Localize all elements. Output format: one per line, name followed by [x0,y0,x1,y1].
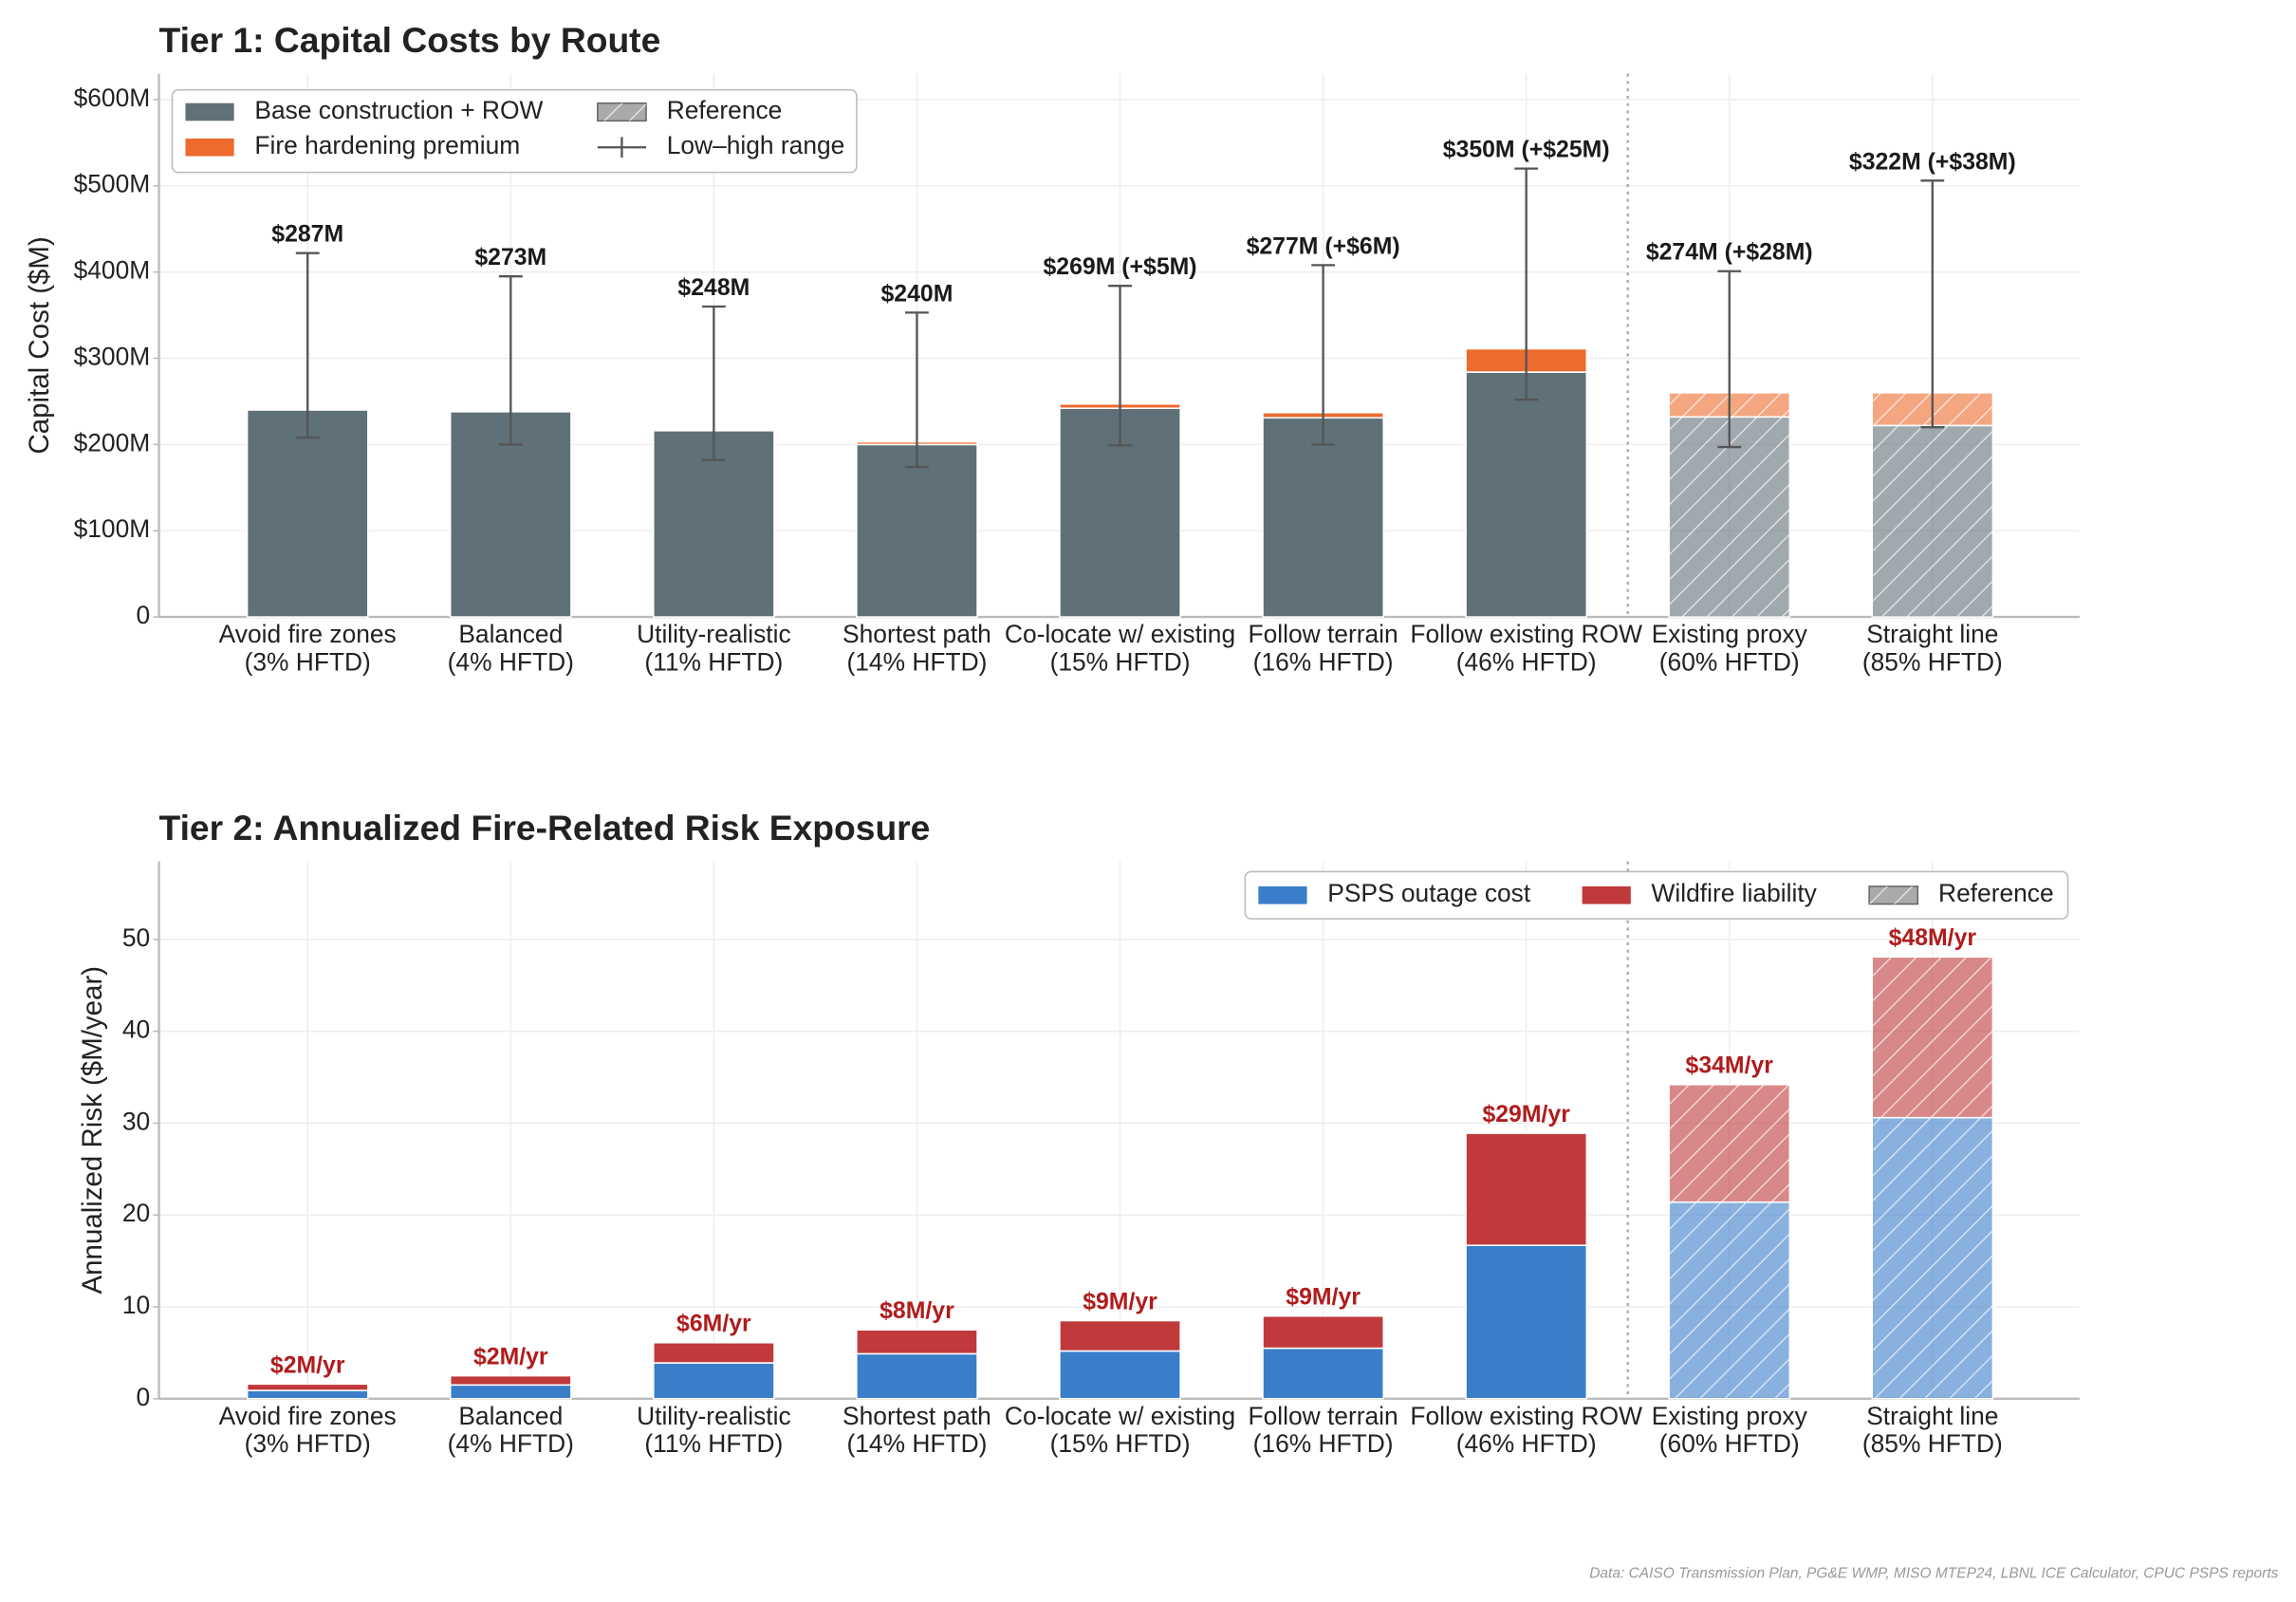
bar [856,1352,978,1400]
x-tick-label: Follow existing ROW (46% HFTD) [1410,1402,1642,1458]
total-label: $277M (+$6M) [1247,233,1400,259]
legend-label: Base construction + ROW [254,96,543,124]
legend-swatch [1258,885,1307,904]
chart-title: Tier 1: Capital Costs by Route [159,20,661,60]
bar [1465,371,1588,618]
hatch [1872,1117,1993,1399]
x-tick-label: Shortest path (14% HFTD) [842,620,991,676]
total-label: $2M/yr [270,1352,345,1378]
y-tick-label: 20 [122,1199,150,1227]
bar [1059,1350,1181,1400]
legend-swatch [185,102,234,121]
x-tick-label: Utility-realistic (11% HFTD) [637,1402,791,1458]
x-tick-label: Straight line (85% HFTD) [1862,620,2003,676]
total-label: $274M (+$28M) [1646,240,1813,266]
y-tick-label: 0 [137,1383,151,1411]
x-tick-label: Existing proxy (60% HFTD) [1652,620,1808,676]
x-tick-label: Follow terrain (16% HFTD) [1248,620,1398,676]
legend-label: Reference [667,96,783,124]
legend-label: Wildfire liability [1652,879,1818,907]
hatch [1872,957,1993,1118]
total-label: $9M/yr [1286,1285,1361,1311]
legend-box [171,88,858,174]
bar [449,411,572,618]
x-tick-label: Avoid fire zones (3% HFTD) [219,1402,397,1458]
bar [449,1374,572,1387]
bar [1262,417,1384,618]
bar [856,1329,978,1355]
y-tick-label: $100M [74,514,151,543]
chart-title: Tier 2: Annualized Fire-Related Risk Exp… [159,808,931,848]
hatch [1669,1202,1790,1399]
y-axis-label: Capital Cost ($M) [24,236,55,454]
legend-swatch [1582,885,1631,904]
total-label: $350M (+$25M) [1443,138,1610,163]
legend-label: Reference [1938,879,2054,907]
y-tick-label: 0 [137,601,151,629]
x-tick-label: Straight line (85% HFTD) [1862,1402,2003,1458]
legend-hatch [1869,885,1918,904]
total-label: $269M (+$5M) [1044,254,1197,280]
bar [449,1384,572,1400]
total-label: $9M/yr [1083,1289,1157,1314]
y-tick-label: 10 [122,1291,150,1319]
y-tick-label: $500M [74,170,151,198]
bar [856,443,978,618]
y-tick-label: $400M [74,256,151,285]
y-tick-label: $300M [74,342,151,370]
x-tick-label: Co-locate w/ existing (15% HFTD) [1005,1402,1235,1458]
bar [246,1383,369,1391]
legend-label: Low–high range [667,131,845,159]
legend-label: PSPS outage cost [1327,879,1531,907]
total-label: $273M [474,245,546,270]
x-tick-label: Existing proxy (60% HFTD) [1652,1402,1808,1458]
x-tick-label: Balanced (4% HFTD) [448,620,574,676]
bar [652,430,775,618]
bar [246,1389,369,1400]
y-tick-label: $200M [74,428,151,456]
total-label: $322M (+$38M) [1849,149,2016,175]
bar [1262,1347,1384,1400]
bar [1465,1132,1588,1246]
y-tick-label: $600M [74,84,151,112]
total-label: $34M/yr [1686,1053,1774,1079]
total-label: $2M/yr [473,1345,548,1370]
legend-label: Fire hardening premium [254,131,520,159]
bar [1262,1314,1384,1350]
legend-swatch [185,138,234,157]
total-label: $8M/yr [880,1298,954,1324]
total-label: $48M/yr [1889,925,1977,951]
x-tick-label: Follow terrain (16% HFTD) [1248,1402,1398,1458]
x-tick-label: Avoid fire zones (3% HFTD) [219,620,397,676]
hatch [1872,425,1993,618]
x-tick-label: Shortest path (14% HFTD) [842,1402,991,1458]
y-axis-label: Annualized Risk ($M/year) [77,966,108,1295]
x-tick-label: Balanced (4% HFTD) [448,1402,574,1458]
x-tick-label: Utility-realistic (11% HFTD) [637,620,791,676]
total-label: $29M/yr [1482,1102,1570,1127]
total-label: $6M/yr [676,1312,751,1337]
total-label: $240M [881,281,954,307]
hatch [1669,1084,1790,1202]
legend-hatch [597,102,647,121]
total-label: $287M [271,222,343,248]
hatch [1669,417,1790,618]
x-tick-label: Co-locate w/ existing (15% HFTD) [1005,620,1235,676]
y-tick-label: 30 [122,1107,150,1135]
bar [652,1342,775,1364]
source-note: Data: CAISO Transmission Plan, PG&E WMP,… [1589,1566,2278,1582]
y-tick-label: 50 [122,923,150,952]
bar [652,1362,775,1400]
x-tick-label: Follow existing ROW (46% HFTD) [1410,620,1642,676]
bar [246,409,369,618]
total-label: $248M [677,275,750,301]
bar [1059,1319,1181,1352]
bar [1465,1244,1588,1400]
y-tick-label: 40 [122,1015,150,1044]
legend-box [1244,870,2069,920]
